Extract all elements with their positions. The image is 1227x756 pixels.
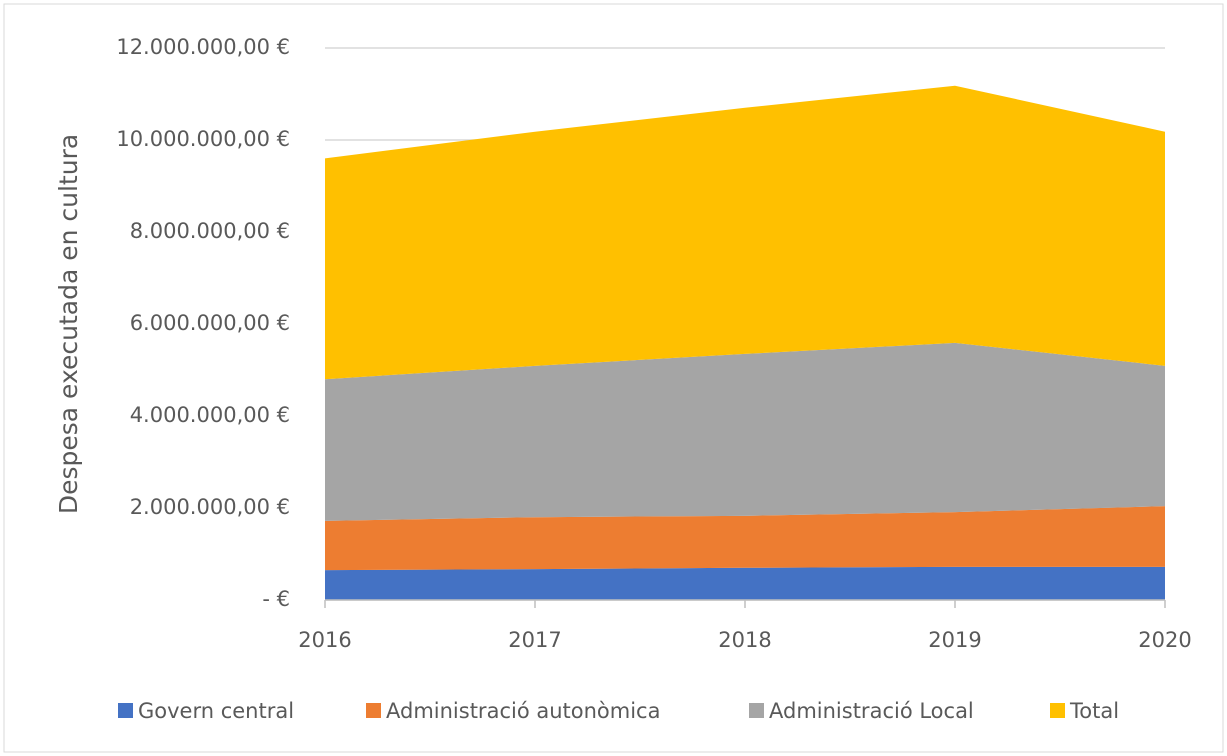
y-tick-label: 2.000.000,00 €	[130, 495, 290, 519]
area	[325, 342, 1165, 521]
y-tick-label: 12.000.000,00 €	[116, 35, 290, 59]
y-tick-label: 4.000.000,00 €	[130, 403, 290, 427]
y-tick-label: 6.000.000,00 €	[130, 311, 290, 335]
x-tick-label: 2017	[508, 628, 561, 652]
legend-swatch	[118, 703, 133, 718]
y-tick-label: 10.000.000,00 €	[116, 127, 290, 151]
legend-label: Govern central	[138, 699, 294, 723]
legend-label: Administració autonòmica	[386, 699, 660, 723]
area	[325, 566, 1165, 600]
legend-label: Administració Local	[769, 699, 974, 723]
x-tick-label: 2016	[298, 628, 351, 652]
legend-swatch	[1050, 703, 1065, 718]
y-tick-label: - €	[262, 587, 290, 611]
x-tick-label: 2018	[718, 628, 771, 652]
y-tick-label: 8.000.000,00 €	[130, 219, 290, 243]
legend-swatch	[366, 703, 381, 718]
area	[325, 85, 1165, 380]
legend-swatch	[749, 703, 764, 718]
area	[325, 506, 1165, 571]
x-tick-label: 2020	[1138, 628, 1191, 652]
y-axis-label: Despesa executada en cultura	[54, 134, 83, 514]
x-tick-label: 2019	[928, 628, 981, 652]
legend-label: Total	[1069, 699, 1119, 723]
